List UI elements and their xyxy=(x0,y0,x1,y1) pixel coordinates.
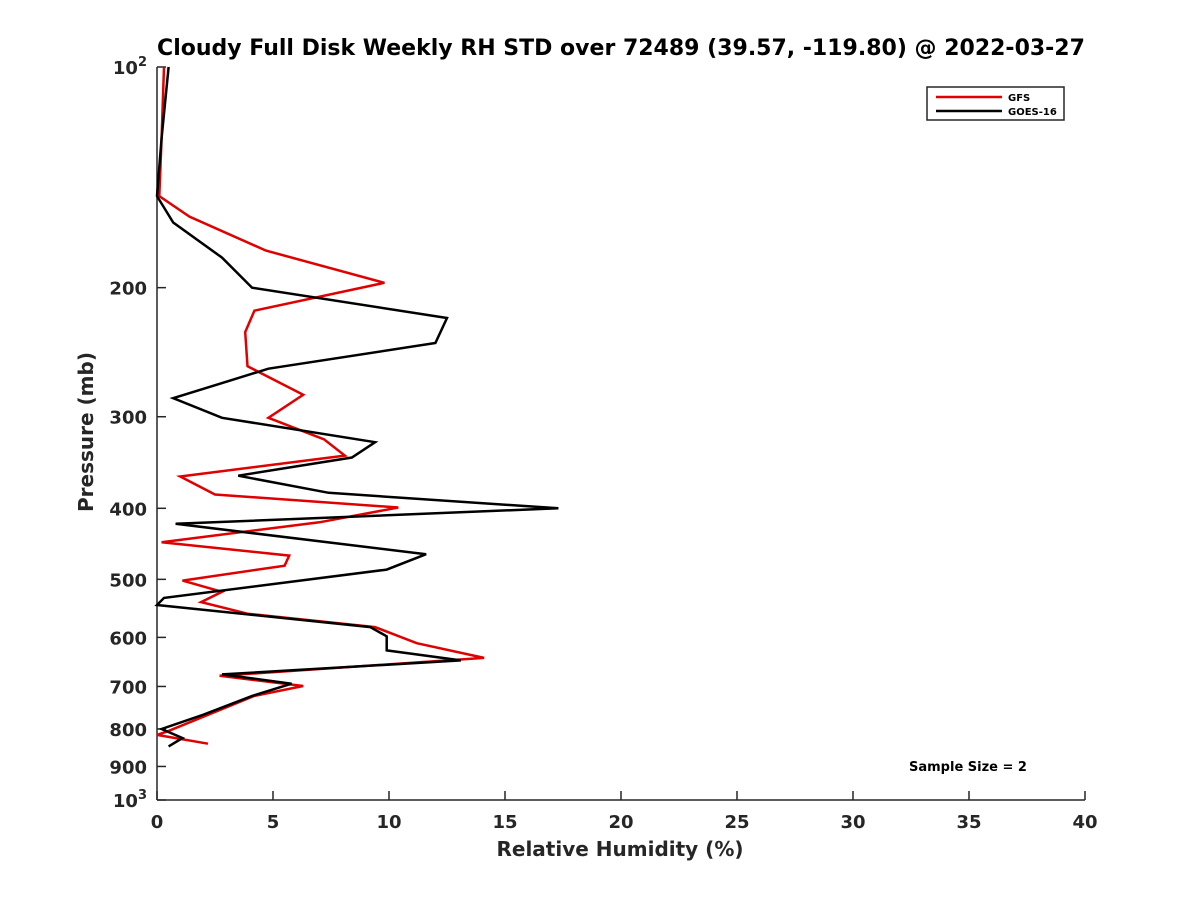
y-tick-label: 700 xyxy=(109,677,147,698)
legend-label-gfs: GFS xyxy=(1008,93,1030,104)
plot-frame xyxy=(156,67,1085,801)
sample-size-annotation: Sample Size = 2 xyxy=(909,760,1027,775)
x-tick-label: 15 xyxy=(492,812,517,833)
x-tick-label: 40 xyxy=(1072,812,1097,833)
x-tick-label: 30 xyxy=(840,812,865,833)
y-tick-label: 900 xyxy=(109,757,147,778)
series-lines xyxy=(154,66,559,748)
y-axis-label: Pressure (mb) xyxy=(74,352,98,512)
y-tick-label: 400 xyxy=(109,499,147,520)
legend-label-goes16: GOES-16 xyxy=(1008,107,1057,118)
x-axis-label: Relative Humidity (%) xyxy=(496,837,743,861)
x-axis-ticks: 0 5 10 15 20 25 30 35 40 xyxy=(151,791,1098,833)
y-tick-label: 500 xyxy=(109,570,147,591)
series-line-goes-16 xyxy=(154,66,559,748)
x-tick-label: 5 xyxy=(267,812,280,833)
y-tick-label: 600 xyxy=(109,628,147,649)
y-tick-label: 800 xyxy=(109,720,147,741)
x-tick-label: 10 xyxy=(376,812,401,833)
chart-title: Cloudy Full Disk Weekly RH STD over 7248… xyxy=(157,36,1085,61)
x-tick-label: 25 xyxy=(724,812,749,833)
y-tick-label: 200 xyxy=(109,279,147,300)
y-axis-ticks: 102 200 300 400 500 600 700 800 900 103 xyxy=(109,55,166,812)
x-tick-label: 35 xyxy=(956,812,981,833)
series-line-gfs xyxy=(156,66,485,745)
y-tick-label: 103 xyxy=(113,788,147,812)
legend: GFS GOES-16 xyxy=(926,86,1065,121)
x-tick-label: 20 xyxy=(608,812,633,833)
legend-box xyxy=(926,86,1065,121)
x-tick-label: 0 xyxy=(151,812,164,833)
y-tick-label: 102 xyxy=(113,55,147,79)
y-tick-label: 300 xyxy=(109,408,147,429)
